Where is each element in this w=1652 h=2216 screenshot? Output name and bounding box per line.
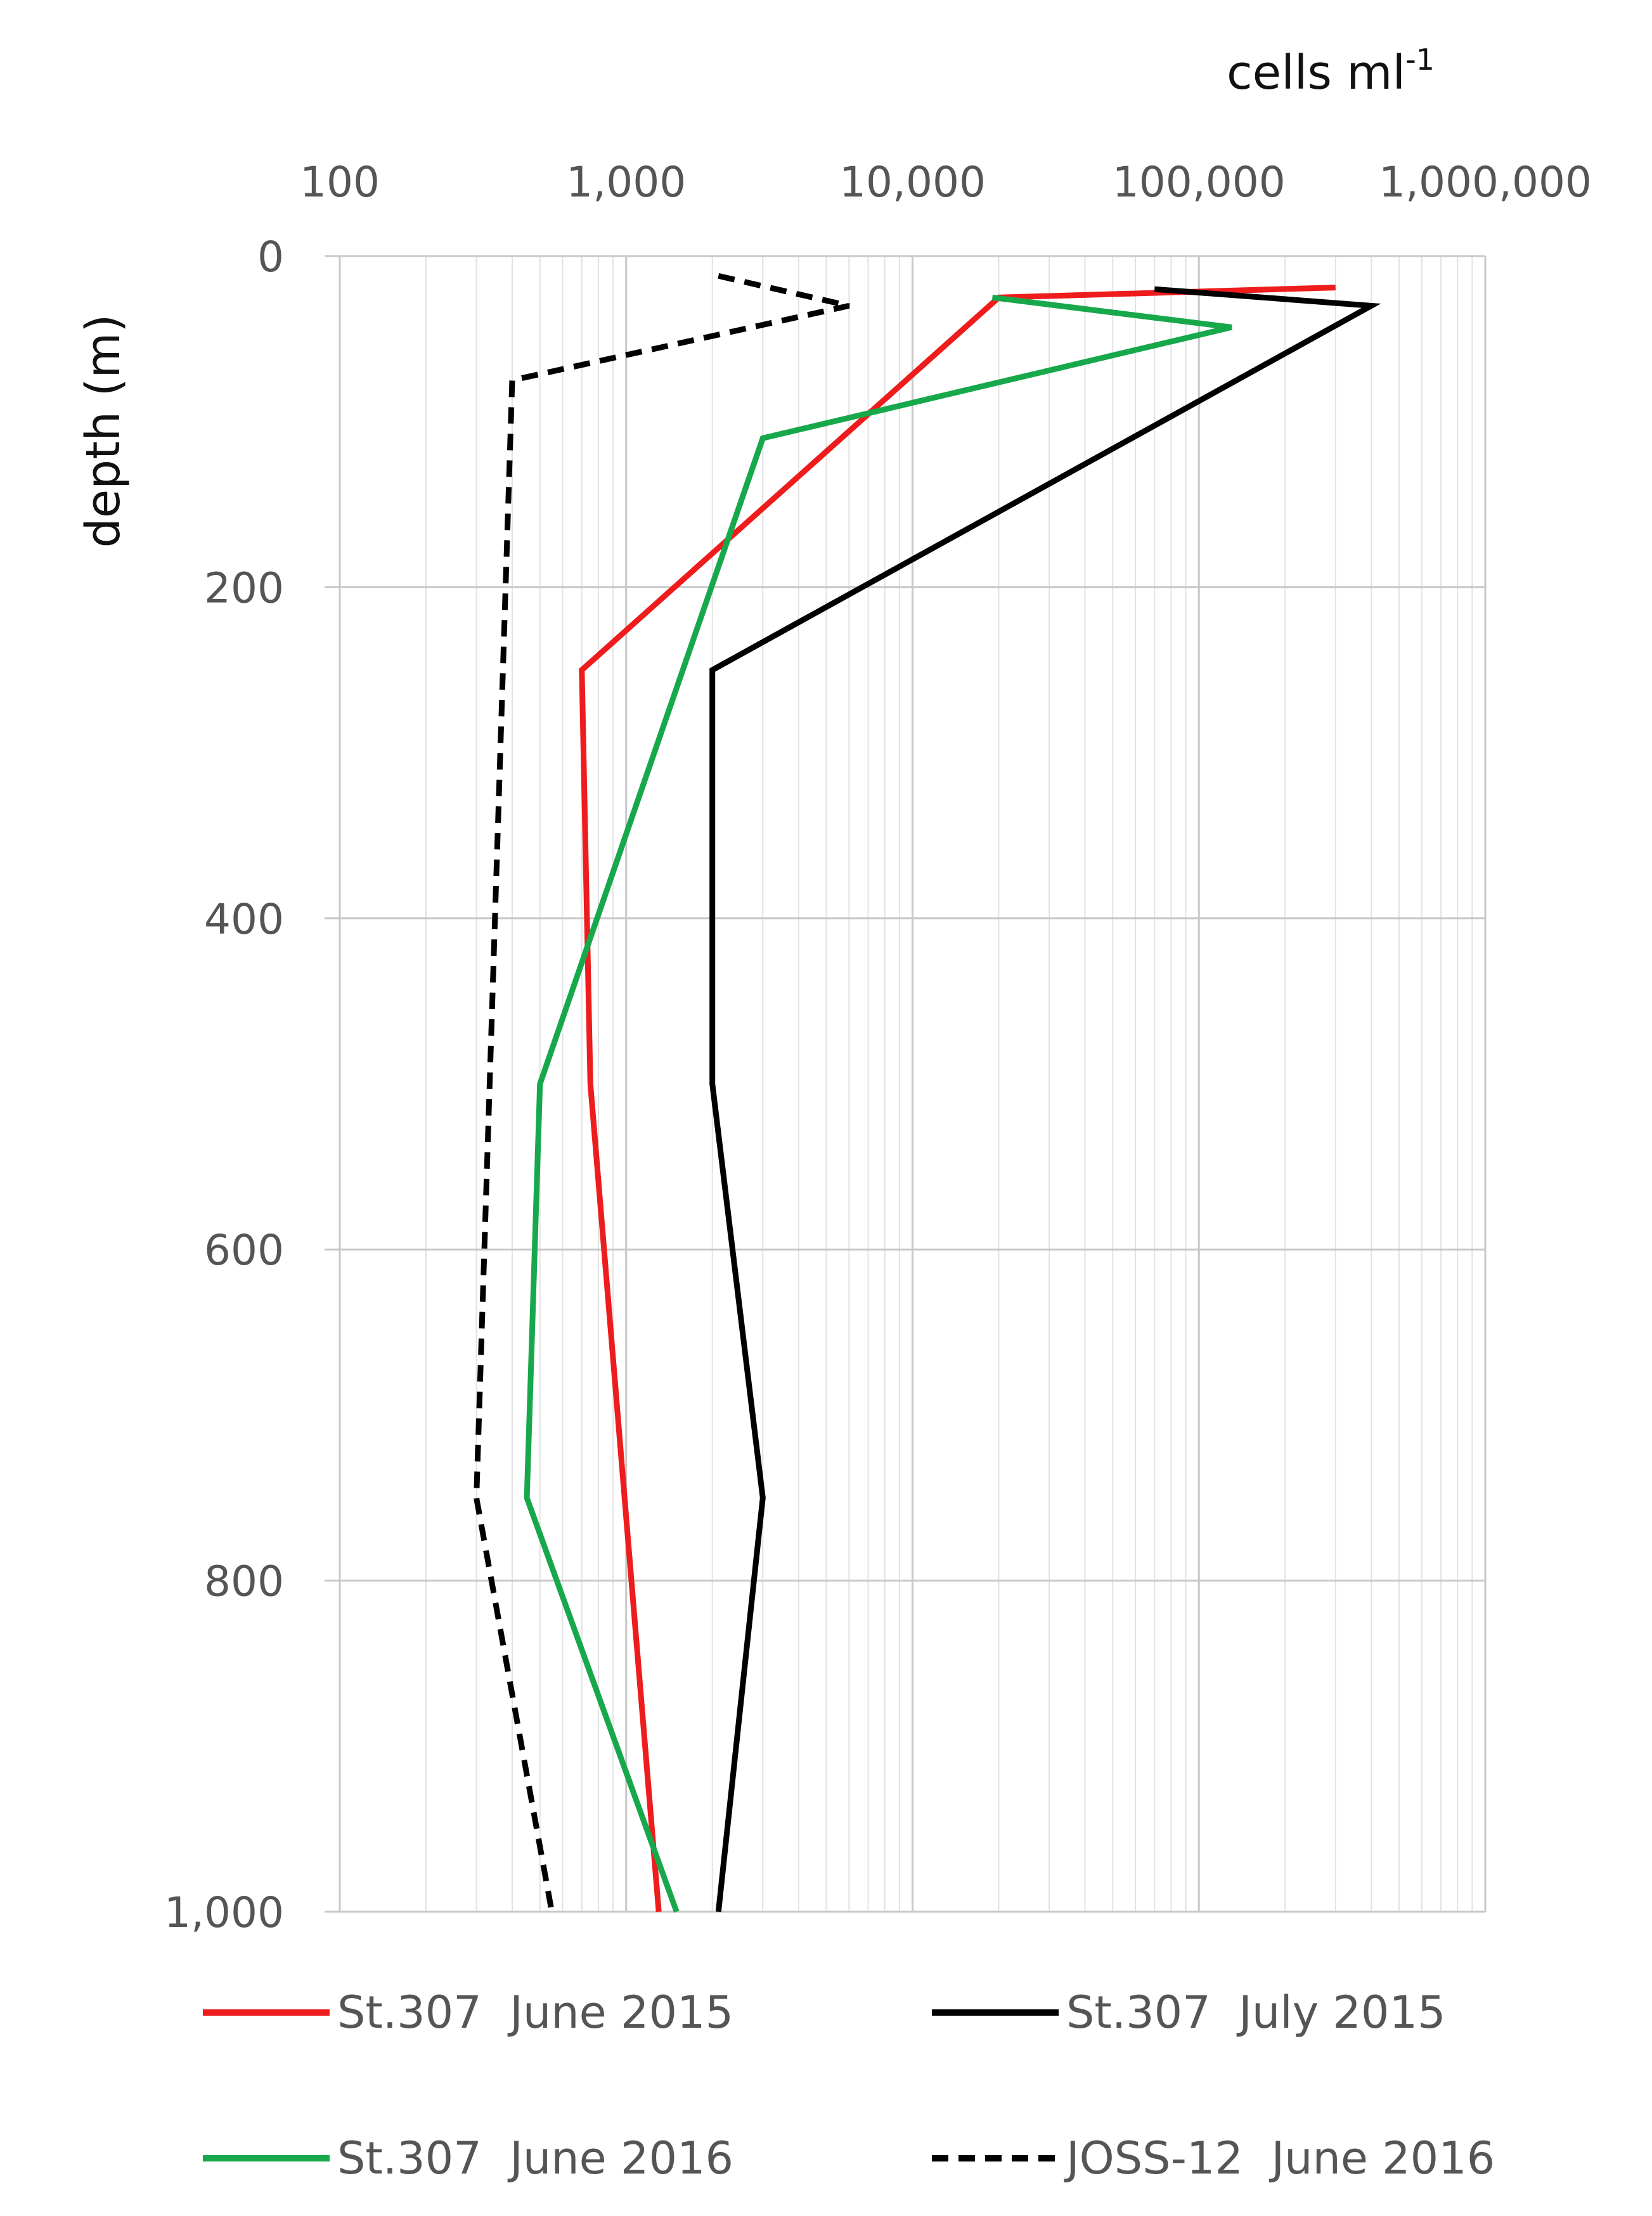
x-tick-label: 100,000 [1113, 158, 1286, 207]
y-tick-label: 1,000 [164, 1888, 284, 1937]
y-axis-title: depth (m) [76, 314, 131, 548]
y-tick-label: 0 [257, 233, 284, 281]
y-tick-labels: 0 200 400 600 800 1,000 [164, 233, 284, 1937]
grid [325, 255, 1487, 1913]
series-line-2 [709, 286, 1381, 1912]
legend-label-2: St.307 July 2015 [1066, 1987, 1446, 2039]
x-tick-label: 1,000,000 [1379, 158, 1592, 207]
legend-label-1: St.307 June 2015 [337, 1987, 733, 2039]
legend: St.307 June 2015 St.307 July 2015 St.307 J… [203, 1987, 1495, 2184]
y-tick-label: 800 [204, 1557, 284, 1606]
y-tick-label: 200 [204, 564, 284, 612]
x-tick-labels: 100 1,000 10,000 100,000 1,000,000 [300, 158, 1592, 207]
x-tick-label: 10,000 [839, 158, 986, 207]
x-tick-label: 1,000 [566, 158, 686, 207]
y-tick-label: 400 [204, 895, 284, 944]
legend-label-3: St.307 June 2016 [337, 2132, 733, 2184]
x-axis-title: cells ml-1 [1227, 42, 1435, 100]
x-tick-label: 100 [300, 158, 380, 207]
y-tick-label: 600 [204, 1226, 284, 1275]
series-line-4 [473, 273, 850, 1912]
legend-label-4: JOSS-12 June 2016 [1064, 2132, 1495, 2184]
series-line-1 [579, 285, 1336, 1912]
series-line-3 [524, 294, 1232, 1913]
series-lines [473, 273, 1381, 1913]
